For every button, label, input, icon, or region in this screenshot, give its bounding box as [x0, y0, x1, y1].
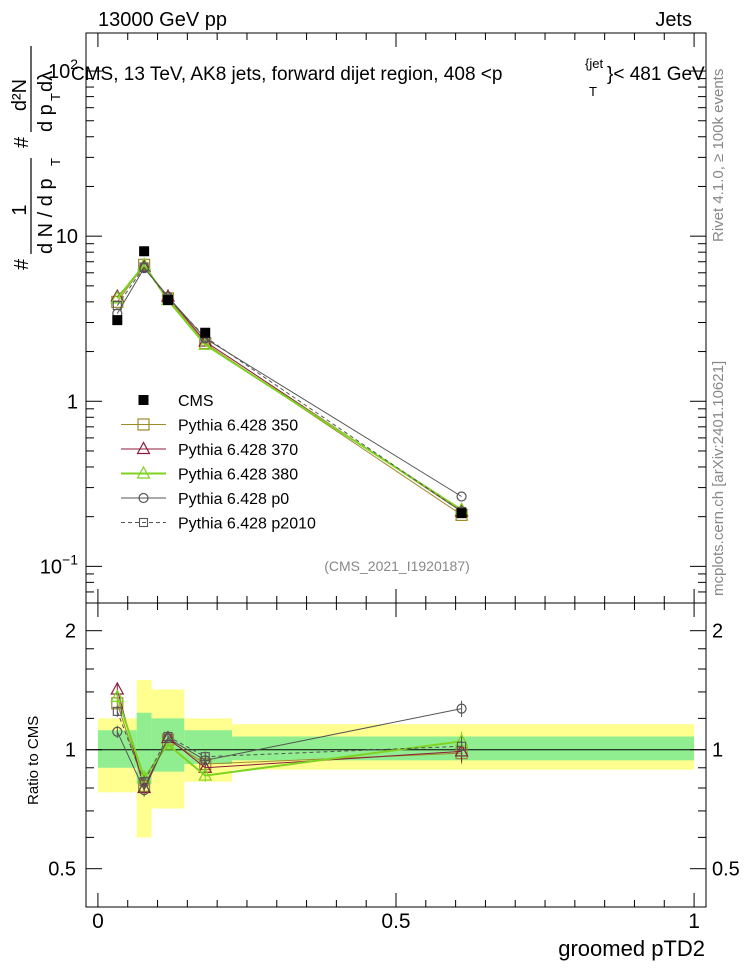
ratio-y-tick-label: 0.5: [48, 859, 76, 881]
ratio-point-pythia-6-428-p2010: [139, 777, 149, 787]
legend-marker-pythia-6-428-380: [136, 465, 151, 479]
y-label-hash-2: #: [11, 136, 33, 148]
y-tick-label: 102: [48, 56, 78, 83]
x-tick-label: 0: [92, 910, 104, 933]
y-tick-label: 1: [67, 391, 78, 413]
legend-label-cms: CMS: [178, 393, 214, 410]
ratio-y-tick-label-right: 1: [712, 740, 723, 762]
ratio-point-pythia-6-428-380: [198, 767, 213, 781]
legend-marker-cms: [138, 395, 149, 405]
data-point-cms: [162, 295, 173, 306]
ratio-point-pythia-6-428-p2010: [200, 752, 210, 762]
chart-title-subscript: T: [589, 84, 597, 99]
ratio-point-pythia-6-428-p0: [456, 703, 467, 714]
data-point-pythia-6-428-p0: [456, 491, 467, 502]
header-jets-label: Jets: [655, 9, 692, 31]
y-label-frac-denominator: d N / d p: [35, 178, 57, 254]
ratio-y-tick-label-right: 2: [712, 621, 723, 643]
legend: CMS Pythia 6.428 350 Pythia 6.428 370 Pythi…: [121, 393, 316, 533]
y-label-d2n: d²N: [9, 79, 31, 111]
ratio-panel: 0 0.5 1 0.5 0.5 1 1 2 2: [48, 602, 740, 933]
chart-title-superscript: {jet: [585, 56, 603, 71]
y-tick-label: 10−1: [40, 551, 78, 578]
legend-marker-pythia-6-428-350: [137, 418, 150, 431]
y-label-frac2-den: d p: [35, 104, 57, 132]
y-tick-label: 10: [56, 226, 78, 248]
legend-marker-pythia-6-428-370: [136, 441, 151, 455]
y-label-frac-numerator: 1: [9, 204, 31, 215]
ratio-y-tick-label: 1: [65, 740, 76, 762]
header-energy-label: 13000 GeV pp: [98, 9, 227, 31]
data-point-pythia-6-428-380: [137, 257, 152, 270]
analysis-watermark: (CMS_2021_I1920187): [324, 558, 470, 574]
x-tick-label: 1: [688, 910, 700, 933]
ratio-y-axis-label: Ratio to CMS: [25, 716, 42, 805]
legend-label-pythia-6-428-p2010: Pythia 6.428 p2010: [178, 516, 316, 533]
ratio-point-pythia-6-428-380: [110, 689, 125, 702]
data-point-cms: [112, 315, 123, 326]
data-point-cms: [456, 508, 467, 519]
chart-title: CMS, 13 TeV, AK8 jets, forward dijet reg…: [71, 64, 502, 85]
y-label-frac2-sub: T: [48, 93, 63, 101]
chart-title-tail: }< 481 GeV: [607, 64, 705, 85]
legend-label-pythia-6-428-p0: Pythia 6.428 p0: [178, 491, 289, 508]
main-panel: 10−1 1 10 102: [40, 32, 707, 604]
y-axis-label: # 1 d N / d p T # d²N d p T dλ: [9, 46, 63, 270]
y-label-frac2-suffix: dλ: [35, 71, 57, 92]
data-point-pythia-6-428-380: [198, 336, 213, 350]
ratio-point-pythia-6-428-p0: [112, 726, 123, 737]
ratio-point-pythia-6-428-p2010: [112, 706, 122, 716]
data-point-pythia-6-428-380: [110, 290, 125, 304]
y-label-frac-sub: T: [48, 158, 63, 166]
x-axis-label: groomed pTD2: [558, 936, 705, 961]
x-tick-label: 0.5: [381, 910, 410, 933]
ratio-point-pythia-6-428-p2010: [457, 741, 467, 751]
ratio-y-tick-label: 2: [65, 621, 76, 643]
legend-label-pythia-6-428-380: Pythia 6.428 380: [178, 467, 298, 484]
legend-marker-pythia-6-428-p0: [138, 492, 149, 504]
data-point-cms: [139, 246, 150, 257]
data-point-cms: [200, 327, 211, 338]
y-label-hash-1: #: [11, 258, 33, 270]
legend-label-pythia-6-428-350: Pythia 6.428 350: [178, 418, 298, 435]
legend-label-pythia-6-428-370: Pythia 6.428 370: [178, 442, 298, 459]
ratio-y-tick-label-right: 0.5: [712, 859, 740, 881]
data-point-pythia-6-428-p2010: [139, 262, 149, 272]
data-point-pythia-6-428-p2010: [112, 300, 122, 311]
rivet-version-note: Rivet 4.1.0, ≥ 100k events: [710, 69, 727, 242]
legend-marker-pythia-6-428-p2010: [138, 517, 149, 528]
source-note: mcplots.cern.ch [arXiv:2401.10621]: [710, 361, 727, 596]
ratio-point-pythia-6-428-p2010: [163, 731, 173, 742]
